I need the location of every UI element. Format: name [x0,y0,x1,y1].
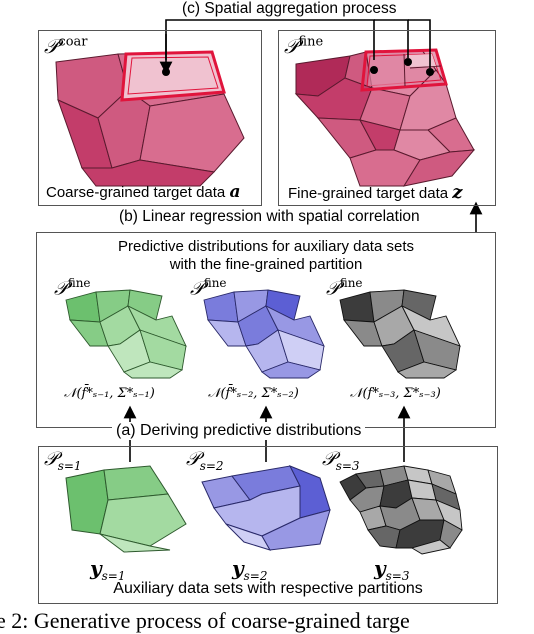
figure-caption: e 2: Generative process of coarse-graine… [0,608,410,633]
aux-gray-var: ys=3 [374,556,410,583]
auxiliary-panel [38,446,498,604]
pred-green-formula: 𝒩(f̄*ₛ₋₁, Σ*ₛ₋₁) [64,386,155,401]
predictive-title-line2: with the fine-grained partition [169,256,363,273]
process-c-label: (c) Spatial aggregation process [178,0,401,18]
pred-green-map [65,289,187,379]
aux-blue-map [201,465,331,551]
coarse-partition-symbol: 𝒫coar [44,34,88,58]
fine-partition-symbol: 𝒫fine [284,34,324,58]
aux-green-symbol: 𝒫s=1 [44,448,82,473]
aggregation-arrows [159,19,431,75]
process-b-label: (b) Linear regression with spatial corre… [116,208,423,226]
fine-caption: Fine-grained target data z [288,182,463,203]
aux-green-map [65,465,187,553]
aux-gray-map [339,465,463,555]
pred-green-symbol: 𝒫fine [54,276,91,300]
fine-highlight [360,48,448,92]
aux-blue-symbol: 𝒫s=2 [186,448,224,473]
pred-gray-map [339,289,461,379]
pred-gray-symbol: 𝒫fine [326,276,363,300]
aux-green-var: ys=1 [90,556,126,583]
coarse-caption: Coarse-grained target data a [46,182,241,202]
aux-blue-var: ys=2 [232,556,268,583]
aux-gray-symbol: 𝒫s=3 [322,448,360,473]
pred-blue-formula: 𝒩(f̄*ₛ₋₂, Σ*ₛ₋₂) [208,386,299,401]
predictive-title-line1: Predictive distributions for auxiliary d… [118,238,414,255]
auxiliary-caption: Auxiliary data sets with respective part… [113,580,423,597]
pred-gray-formula: 𝒩(f*ₛ₋₃, Σ*ₛ₋₃) [350,386,441,401]
pred-blue-map [203,289,325,379]
fine-panel [278,30,496,206]
pred-blue-symbol: 𝒫fine [190,276,227,300]
coarse-panel [38,30,262,206]
process-a-label: (a) Deriving predictive distributions [112,422,366,440]
coarse-highlight [120,50,226,102]
